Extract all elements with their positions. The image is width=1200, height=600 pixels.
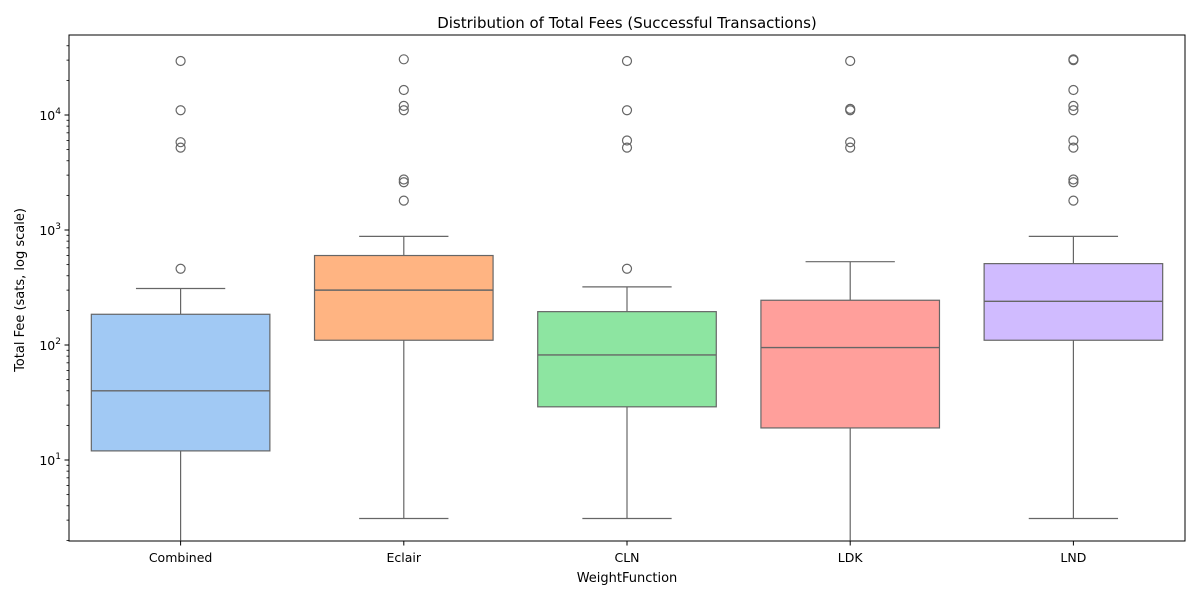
y-tick-base: 10 — [39, 453, 55, 468]
y-tick-exponent: 3 — [55, 222, 61, 232]
box-group-lnd — [983, 54, 1164, 520]
outlier-point-ldk — [845, 137, 856, 148]
y-tick-base: 10 — [39, 223, 55, 238]
x-tick-label: LDK — [838, 550, 864, 565]
y-tick-base: 10 — [39, 108, 55, 123]
outlier-point-ldk — [845, 103, 856, 114]
outlier-point-ldk — [845, 55, 856, 67]
outlier-point-lnd — [1068, 84, 1079, 96]
outlier-point-eclair — [398, 105, 409, 116]
outlier-point-lnd — [1068, 142, 1079, 153]
boxes-layer — [90, 54, 1164, 541]
outlier-point-lnd — [1068, 174, 1079, 185]
outlier-point-combined — [175, 263, 186, 274]
outlier-point-eclair — [398, 100, 409, 111]
box-ldk — [760, 299, 941, 429]
outlier-point-lnd — [1068, 100, 1079, 111]
outlier-point-combined — [175, 137, 186, 148]
box-group-ldk — [760, 55, 941, 541]
box-combined — [90, 313, 271, 452]
y-tick-exponent: 2 — [55, 337, 61, 347]
outlier-point-ldk — [845, 142, 856, 153]
x-tick-label: Combined — [149, 550, 213, 565]
outlier-point-combined — [175, 142, 186, 153]
x-axis-label: WeightFunction — [577, 571, 678, 586]
outlier-point-cln — [621, 263, 633, 274]
box-group-combined — [90, 55, 271, 541]
box-group-eclair — [313, 54, 494, 520]
outlier-point-lnd — [1068, 105, 1079, 116]
outlier-point-eclair — [398, 177, 409, 188]
outlier-point-cln — [621, 135, 633, 146]
outlier-point-lnd — [1068, 195, 1079, 206]
outlier-point-eclair — [398, 84, 409, 96]
y-tick-label: 103 — [39, 222, 61, 238]
y-axis-label: Total Fee (sats, log scale) — [13, 208, 28, 373]
x-tick-label: CLN — [614, 550, 639, 565]
outlier-point-eclair — [398, 54, 409, 65]
box-cln — [537, 311, 717, 408]
y-tick-exponent: 4 — [55, 107, 61, 117]
box-group-cln — [537, 55, 717, 520]
y-tick-label: 102 — [39, 337, 61, 353]
outlier-point-eclair — [398, 174, 409, 185]
box-eclair — [313, 254, 494, 341]
y-tick-exponent: 1 — [55, 452, 61, 462]
outlier-point-cln — [621, 55, 633, 67]
outlier-point-cln — [621, 142, 633, 153]
outlier-point-combined — [175, 55, 186, 67]
y-tick-label: 101 — [39, 452, 61, 468]
outlier-point-lnd — [1068, 54, 1079, 65]
outlier-point-lnd — [1068, 135, 1079, 146]
y-tick-base: 10 — [39, 338, 55, 353]
outlier-point-cln — [621, 105, 633, 116]
plot-frame — [68, 34, 1186, 542]
outlier-point-combined — [175, 105, 186, 116]
x-axis: Combined Eclair CLN LDK LND — [149, 541, 1086, 565]
chart-title: Distribution of Total Fees (Successful T… — [437, 14, 817, 32]
outlier-point-lnd — [1068, 177, 1079, 188]
x-tick-label: LND — [1060, 550, 1086, 565]
outlier-point-eclair — [398, 195, 409, 206]
x-tick-label: Eclair — [387, 550, 422, 565]
y-tick-label: 104 — [39, 107, 61, 123]
